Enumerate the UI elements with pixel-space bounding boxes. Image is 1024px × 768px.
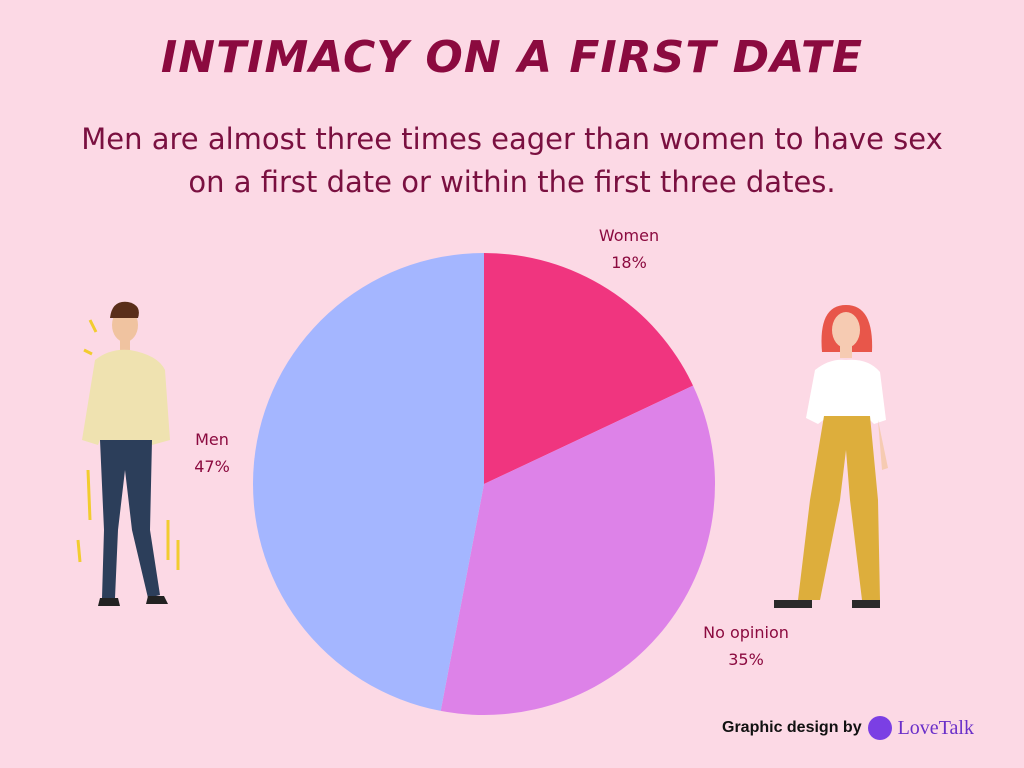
slice-value-label: 35% (728, 650, 764, 669)
slice-value-label: 47% (194, 457, 230, 476)
slice-category-label: No opinion (703, 623, 789, 642)
woman-illustration (774, 305, 888, 608)
logo: LoveTalk (897, 716, 974, 739)
credit: Graphic design by (722, 719, 862, 736)
man-illustration (76, 301, 180, 606)
pie-slice (253, 253, 484, 711)
slice-category-label: Men (195, 430, 229, 449)
pie-slice (484, 253, 694, 484)
footer: Graphic design by LoveTalk (722, 716, 974, 740)
chart-title: INTIMACY ON A FIRST DATE (160, 32, 864, 83)
pie-slice (440, 385, 715, 715)
slice-value-label: 18% (611, 253, 647, 272)
slice-category-label: Women (599, 226, 659, 245)
logo-icon (867, 716, 892, 740)
chart-subtitle: Men are almost three times eager than wo… (81, 122, 943, 199)
